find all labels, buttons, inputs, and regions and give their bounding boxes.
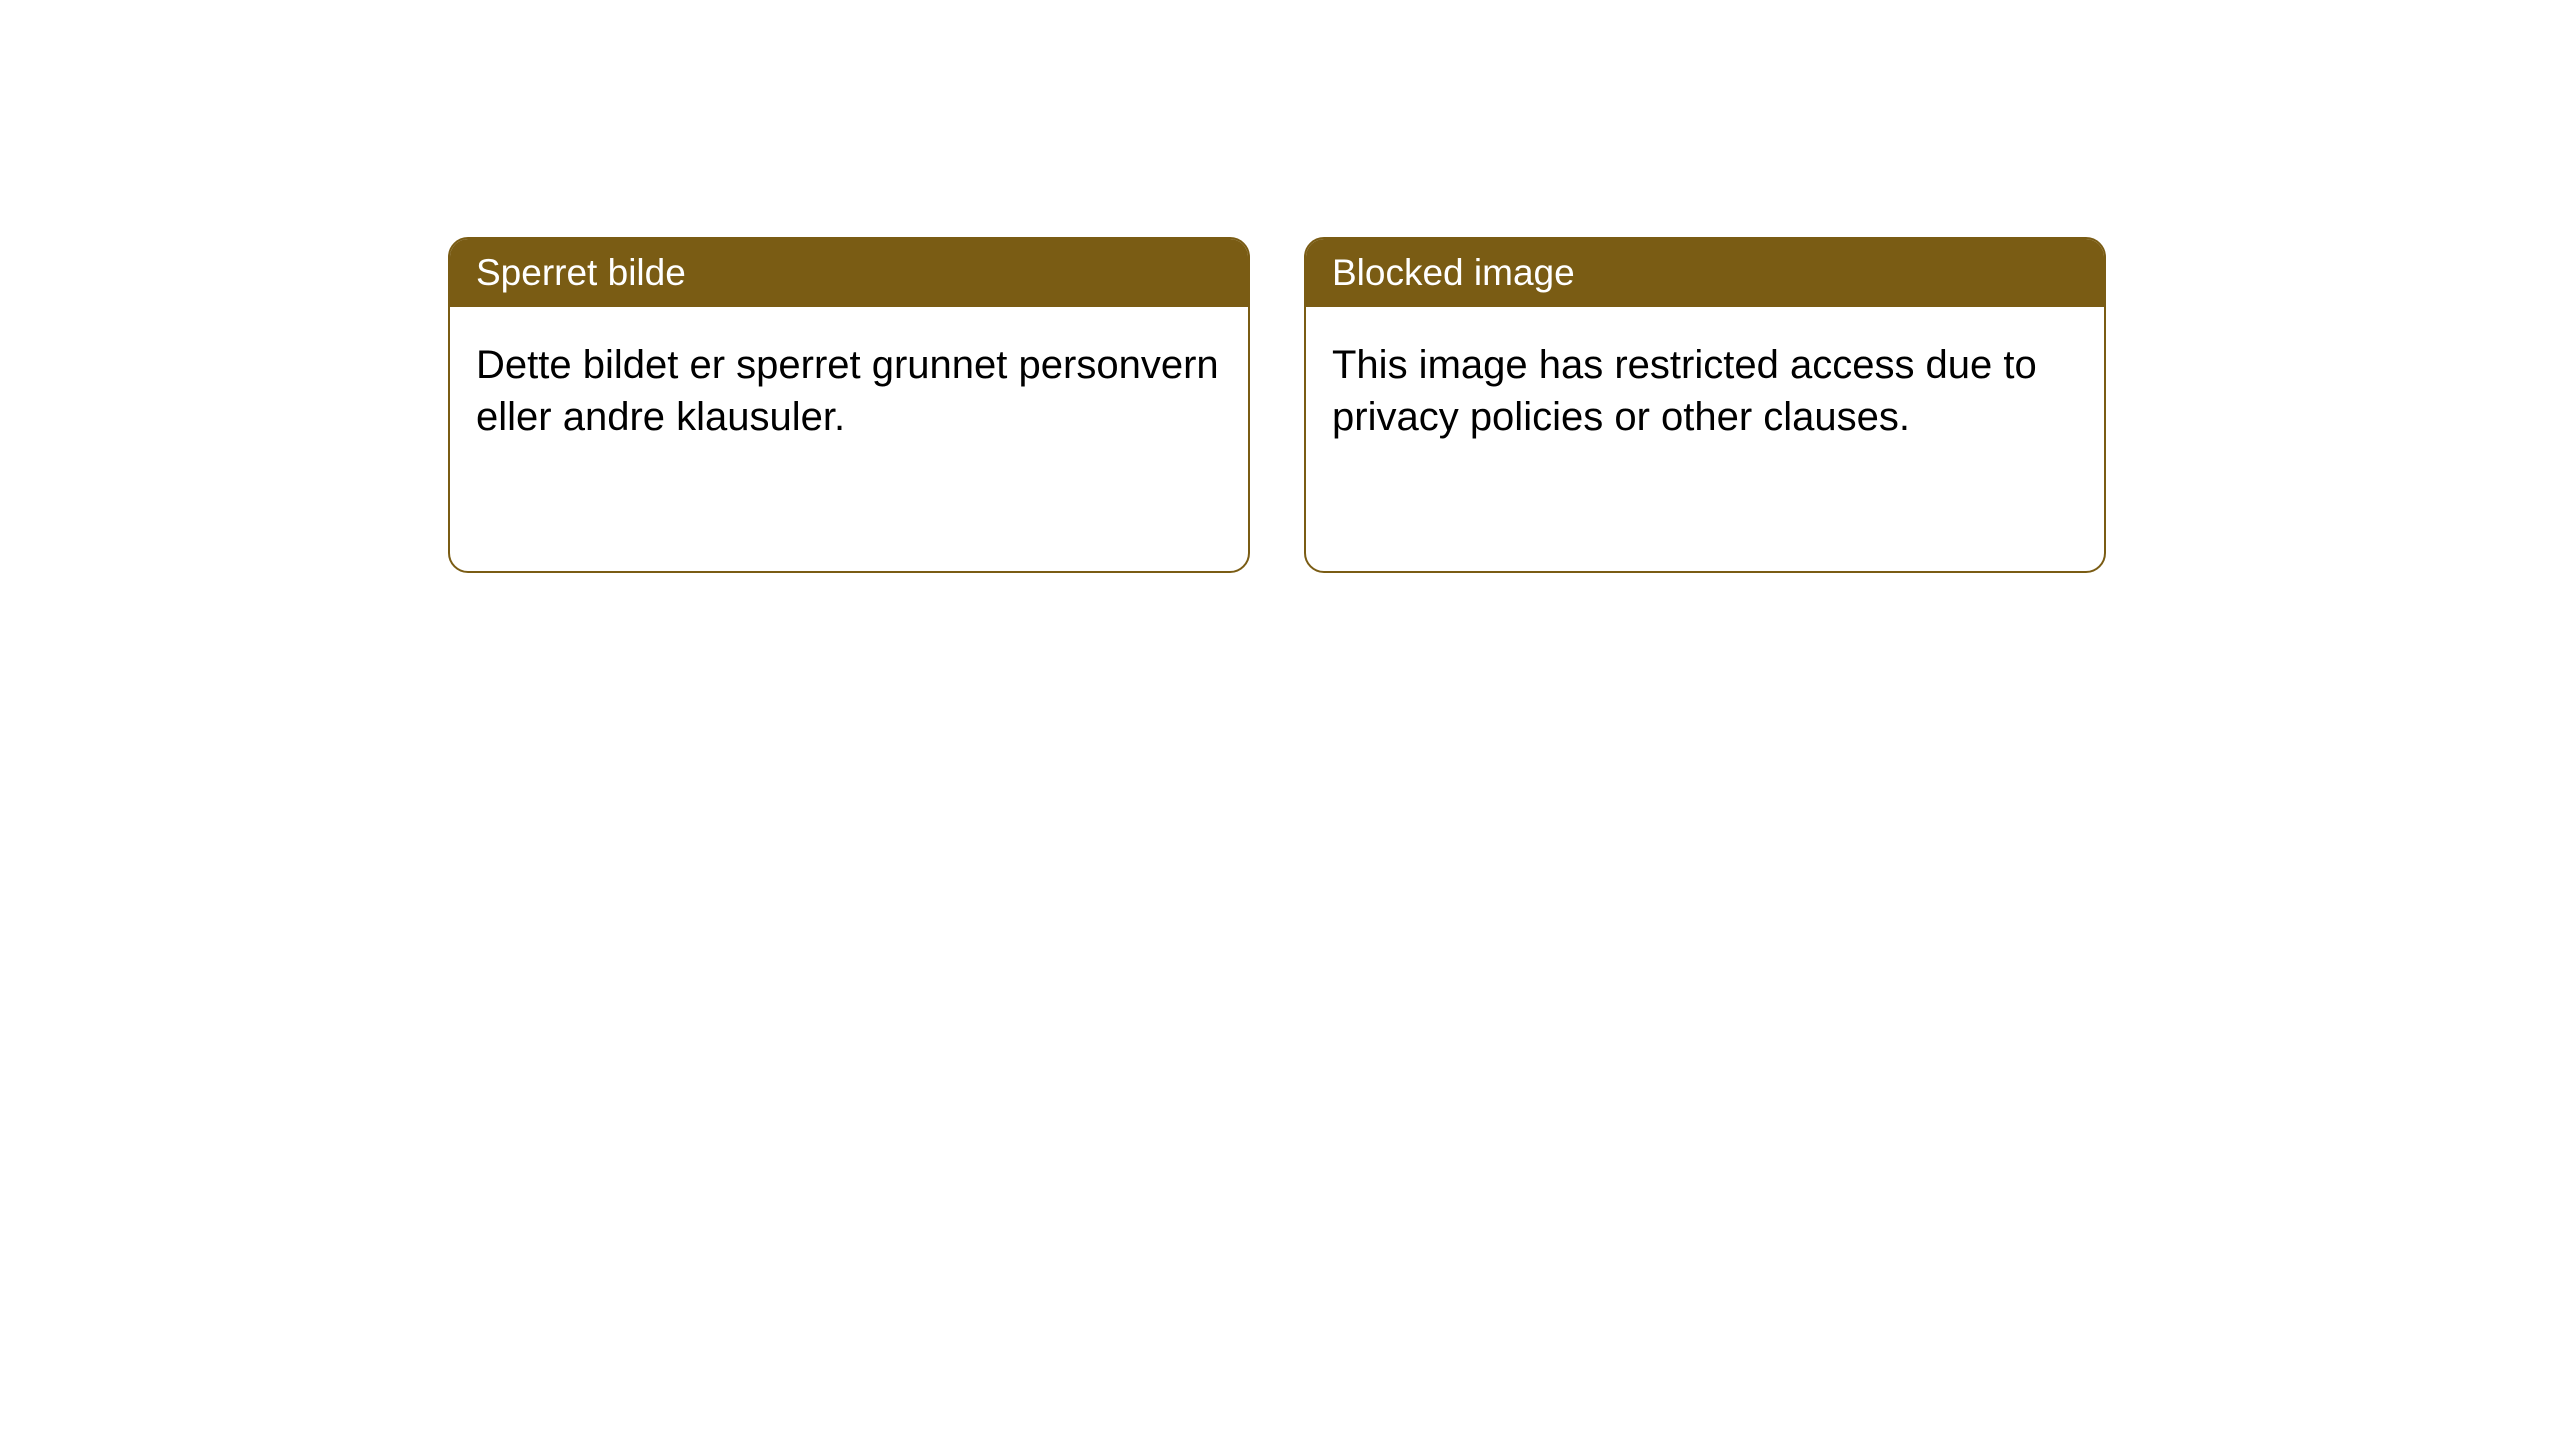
notice-title-norwegian: Sperret bilde bbox=[450, 239, 1248, 307]
notice-title-english: Blocked image bbox=[1306, 239, 2104, 307]
notice-box-norwegian: Sperret bilde Dette bildet er sperret gr… bbox=[448, 237, 1250, 573]
notice-box-english: Blocked image This image has restricted … bbox=[1304, 237, 2106, 573]
notice-container: Sperret bilde Dette bildet er sperret gr… bbox=[448, 237, 2106, 573]
notice-body-norwegian: Dette bildet er sperret grunnet personve… bbox=[450, 307, 1248, 475]
notice-body-english: This image has restricted access due to … bbox=[1306, 307, 2104, 475]
